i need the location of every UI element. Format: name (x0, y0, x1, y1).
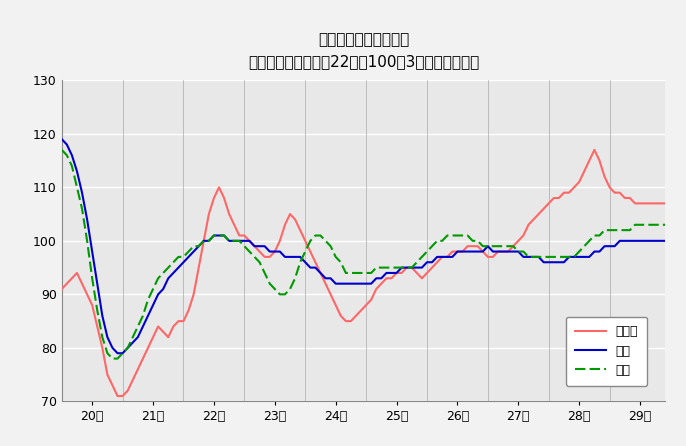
全国 (397, 265, 405, 270)
全国 (108, 356, 117, 361)
全国 (661, 222, 670, 227)
全国 (479, 244, 487, 249)
Line: 鳥取県: 鳥取県 (62, 150, 665, 396)
全国 (189, 244, 198, 249)
Legend: 鳥取県, 中国, 全国: 鳥取県, 中国, 全国 (566, 317, 647, 385)
鳥取県 (113, 393, 121, 399)
中国 (58, 136, 66, 142)
中国 (540, 260, 548, 265)
鳥取県 (58, 286, 66, 292)
Title: 鉱工業生産指数の推移
（季節調整済、平成22年＝100、3ヶ月移動平均）: 鉱工業生産指数の推移 （季節調整済、平成22年＝100、3ヶ月移動平均） (248, 32, 480, 70)
中国 (646, 238, 654, 244)
鳥取県 (661, 201, 670, 206)
中国 (397, 265, 405, 270)
Line: 中国: 中国 (62, 139, 665, 353)
鳥取県 (479, 249, 487, 254)
全国 (58, 147, 66, 153)
鳥取県 (225, 211, 233, 217)
鳥取県 (397, 270, 405, 276)
中国 (661, 238, 670, 244)
鳥取県 (651, 201, 659, 206)
全国 (225, 238, 233, 244)
鳥取県 (590, 147, 598, 153)
全国 (540, 254, 548, 260)
全国 (646, 222, 654, 227)
鳥取県 (540, 206, 548, 211)
中国 (479, 249, 487, 254)
鳥取県 (189, 292, 198, 297)
中国 (113, 351, 121, 356)
中国 (189, 249, 198, 254)
中国 (225, 238, 233, 244)
Line: 全国: 全国 (62, 150, 665, 359)
